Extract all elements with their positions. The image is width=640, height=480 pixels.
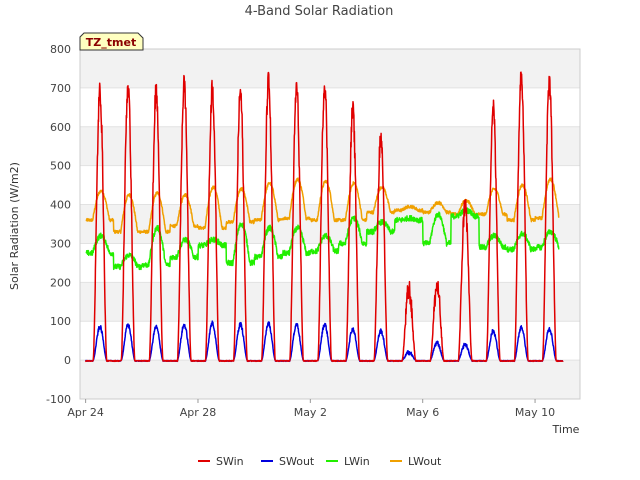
legend-label-swout: SWout: [279, 455, 315, 468]
y-tick-label: 800: [50, 43, 71, 56]
y-tick-label: 300: [50, 237, 71, 250]
series-line-swin: [84, 71, 564, 363]
y-tick-label: 500: [50, 160, 71, 173]
station-tag-label: TZ_tmet: [86, 36, 136, 49]
y-tick-label: -100: [46, 393, 71, 406]
x-axis-title: Time: [552, 423, 580, 436]
plot-frame: [79, 48, 581, 400]
y-tick-label: 200: [50, 276, 71, 289]
grid-band: [80, 360, 580, 399]
y-tick-label: 600: [50, 121, 71, 134]
legend-label-swin: SWin: [216, 455, 244, 468]
y-tick-label: 0: [64, 354, 71, 367]
series-line-lwout: [85, 177, 560, 235]
x-tick-label: May 10: [515, 406, 555, 419]
grid-band: [80, 126, 580, 166]
y-tick-label: 700: [50, 82, 71, 95]
x-tick-label: Apr 24: [67, 406, 104, 419]
legend-label-lwin: LWin: [344, 455, 370, 468]
y-tick-label: 400: [50, 199, 71, 212]
station-tag: TZ_tmet: [79, 32, 144, 51]
x-tick-label: May 2: [294, 406, 327, 419]
legend-label-lwout: LWout: [408, 455, 442, 468]
station-tag-box: [79, 32, 144, 51]
series-line-lwin: [85, 207, 560, 271]
series-layer: [84, 71, 564, 363]
x-tick-label: Apr 28: [180, 406, 217, 419]
y-axis: -100 0 100 200 300 400 500 600 700 800: [46, 43, 71, 406]
x-tick-label: May 6: [406, 406, 439, 419]
legend: SWin SWout LWin LWout: [198, 455, 442, 468]
y-axis-title: Solar Radiation (W/m2): [8, 162, 21, 290]
x-axis: Apr 24 Apr 28 May 2 May 6 May 10: [67, 399, 555, 419]
y-tick-label: 100: [50, 315, 71, 328]
grid-band: [80, 49, 580, 88]
chart-title: 4-Band Solar Radiation: [245, 4, 394, 19]
